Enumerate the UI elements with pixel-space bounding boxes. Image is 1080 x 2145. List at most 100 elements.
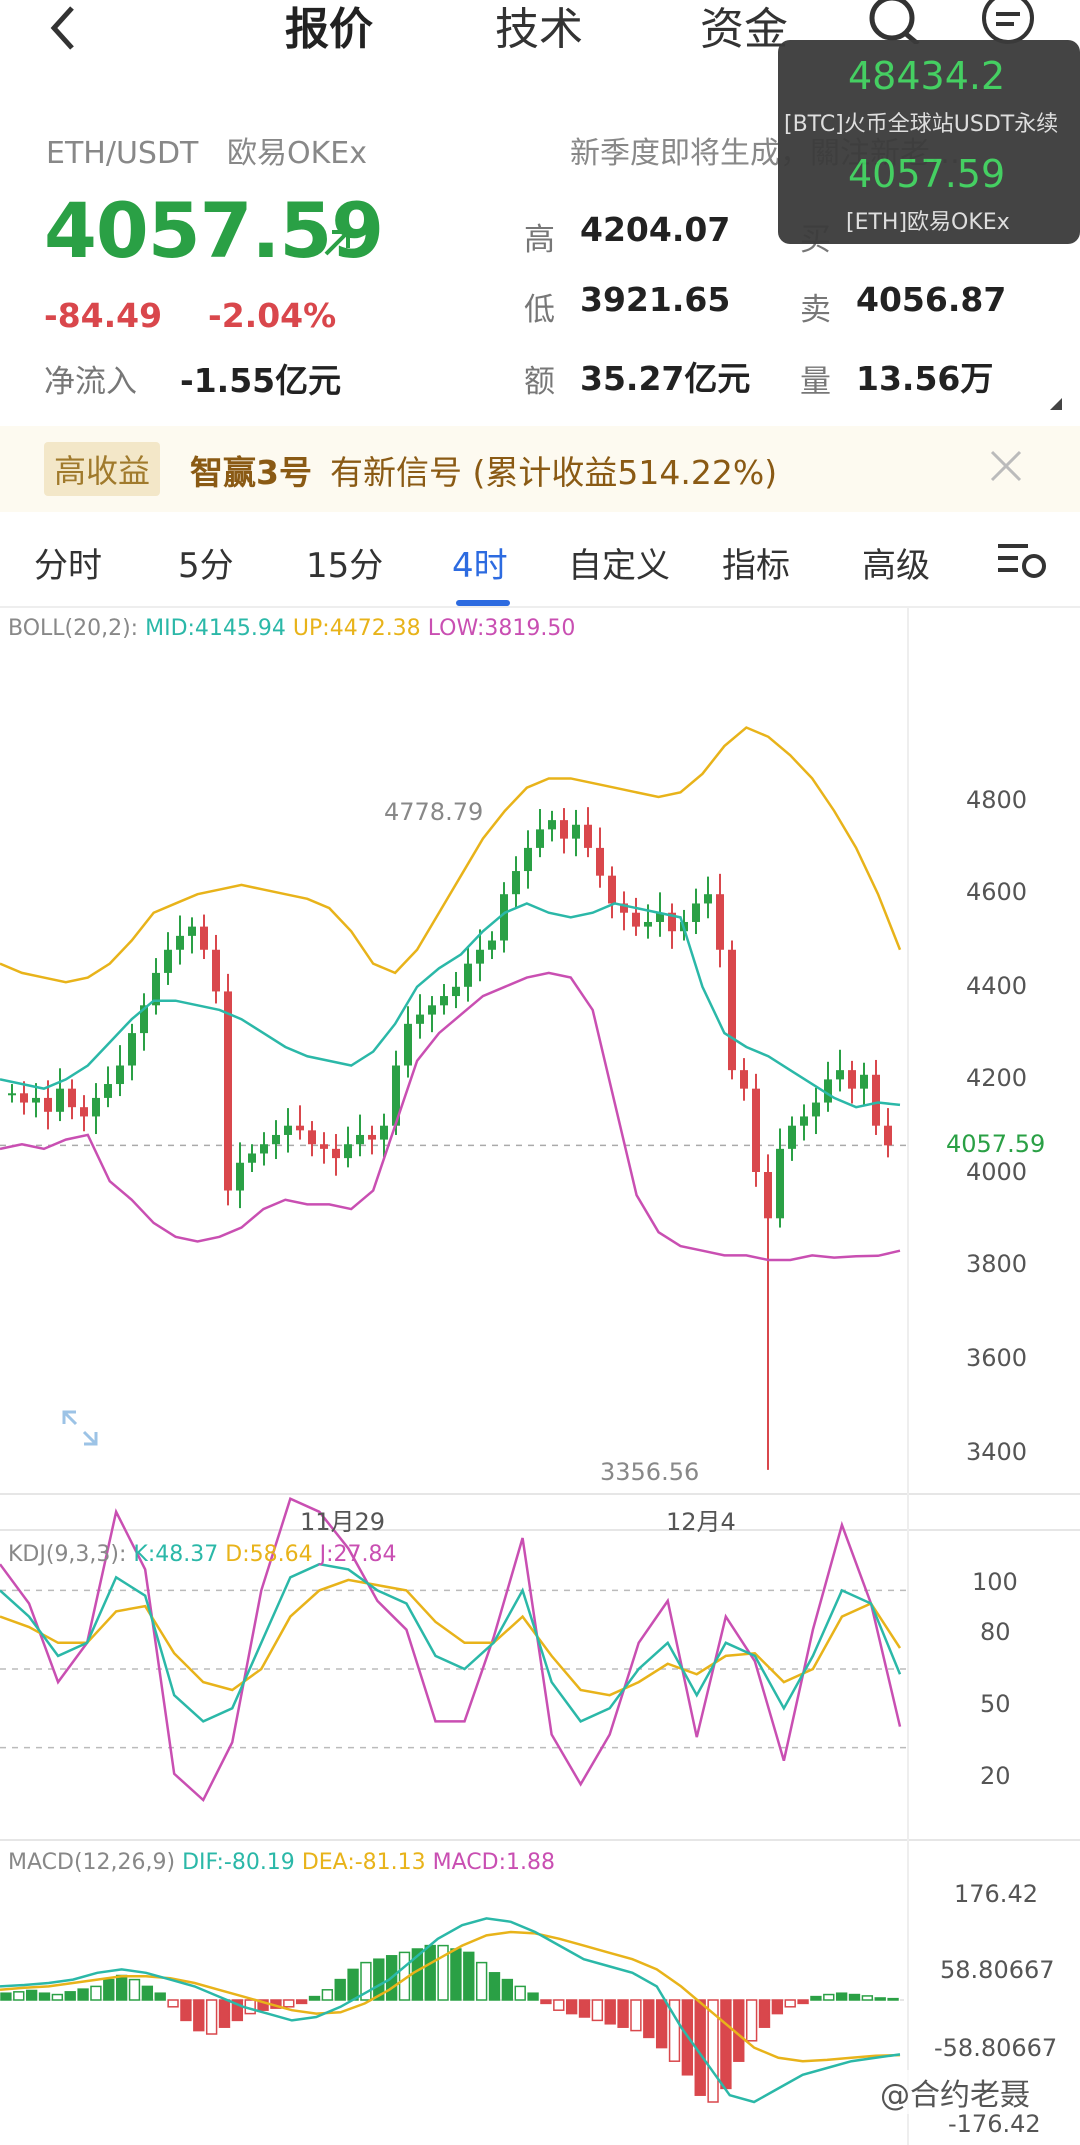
tab-tech[interactable]: 技术 [495,4,583,55]
macd-bar [450,1948,462,2001]
tab-fund[interactable]: 资金 [700,4,788,55]
macd-bar [154,1992,166,2001]
macd-bar [758,1999,771,2028]
macd-bar [180,1999,192,2022]
macd-title: MACD(12,26,9) [8,1850,176,1875]
tab-4h[interactable]: 4时 [452,546,508,586]
macd-bar [861,1995,874,2001]
kdj-title: KDJ(9,3,3): [8,1542,127,1567]
ticker-popup[interactable]: 48434.2 [BTC]火币全球站USDT永续 4057.59 [ETH]欧易… [778,40,1080,244]
candle-body [536,829,544,848]
up-arrow-icon [322,226,354,262]
candle-body [224,991,232,1191]
tab-5min[interactable]: 5分 [178,546,234,586]
low-label: 低 [524,292,555,328]
boll-upper-line [0,726,902,984]
tab-indicator[interactable]: 指标 [722,546,790,586]
candle-body [152,972,160,1006]
macd-bar [424,1944,436,2001]
fullscreen-icon[interactable] [60,1408,100,1452]
tab-quote[interactable]: 报价 [285,4,373,55]
kdj-k: K:48.37 [133,1542,219,1567]
candle-body [584,824,592,848]
boll-title: BOLL(20,2): [8,616,139,641]
amount-label: 额 [524,364,555,400]
macd-bar [167,1999,179,2008]
candle-body [776,1148,784,1219]
kdj-j: J:27.84 [319,1542,397,1567]
candle-body [392,1065,400,1126]
vol-value: 13.56万 [856,359,994,398]
tab-15min[interactable]: 15分 [306,546,384,586]
macd-bar [527,1992,539,2001]
macd-bar [193,1999,205,2032]
macd-bar [295,1999,308,2005]
active-tab-underline [456,600,510,606]
macd-bar [218,1999,231,2028]
tab-custom[interactable]: 自定义 [568,546,670,586]
macd-bar [617,1999,629,2028]
macd-bar [848,1993,861,2001]
candle-body [284,1125,292,1135]
macd-bar [360,1961,372,2001]
kdj-legend: KDJ(9,3,3): K:48.37 D:58.64 J:27.84 [8,1542,396,1567]
expand-corner-icon[interactable] [1048,396,1064,416]
macd-bar [475,1961,488,2001]
macd-bar [257,1999,269,2011]
macd-dea-line [0,1930,901,2063]
candle-body [440,996,448,1006]
kdj-tick: 100 [972,1568,1018,1596]
macd-bar [668,1999,681,2062]
chart-area[interactable] [0,608,1080,2145]
back-icon[interactable] [44,4,84,52]
macd-bar [797,1999,809,2005]
candle-body [428,1005,436,1015]
promo-tag: 高收益 [44,442,161,496]
candle-body [44,1097,52,1112]
macd-bar [463,1951,475,2001]
macd-bar [591,1999,604,2022]
macd-bar [13,1991,25,2001]
tab-timeshare[interactable]: 分时 [34,546,102,586]
candle-body [884,1125,892,1146]
candle-body [728,949,736,1071]
low-value: 3921.65 [580,280,731,319]
macd-bar [51,1993,64,2001]
candle-body [764,1172,772,1219]
candle-body [500,894,508,941]
kdj-tick: 80 [980,1618,1011,1646]
macd-bar [103,1978,115,2001]
candle-body [788,1125,796,1149]
macd-dif-line [0,1917,901,2104]
chart-settings-icon[interactable] [996,540,1050,584]
macd-bar [321,1989,334,2001]
macd-bar [283,1999,295,2008]
candle-body [116,1065,124,1085]
macd-dif: DIF:-80.19 [182,1850,295,1875]
promo-text: 有新信号 (累计收益514.22%) [330,453,778,492]
candle-body [212,949,220,992]
macd-bar [578,1999,591,2018]
candle-body [548,820,556,830]
promo-banner[interactable]: 高收益 智赢3号 有新信号 (累计收益514.22%) [0,426,1080,512]
tab-advanced[interactable]: 高级 [862,546,930,586]
candle-body [236,1162,244,1191]
macd-bar [38,1992,51,2001]
candle-body [872,1074,880,1126]
macd-bar [90,1985,102,2001]
candle-body [740,1070,748,1089]
candle-body [68,1088,76,1108]
boll-low: LOW:3819.50 [427,616,576,641]
candle-body [668,912,676,932]
candle-body [476,949,484,964]
macd-legend: MACD(12,26,9) DIF:-80.19 DEA:-81.13 MACD… [8,1850,555,1875]
macd-bar [514,1985,526,2001]
y-tick: 3600 [966,1344,1028,1372]
eth-price: 4057.59 [848,152,1006,196]
macd-tick: 176.42 [954,1880,1038,1908]
macd-bar [308,1995,321,2001]
candle-body [272,1134,280,1145]
candle-body [92,1097,100,1117]
close-icon[interactable] [990,450,1022,486]
y-tick: 3400 [966,1438,1028,1466]
